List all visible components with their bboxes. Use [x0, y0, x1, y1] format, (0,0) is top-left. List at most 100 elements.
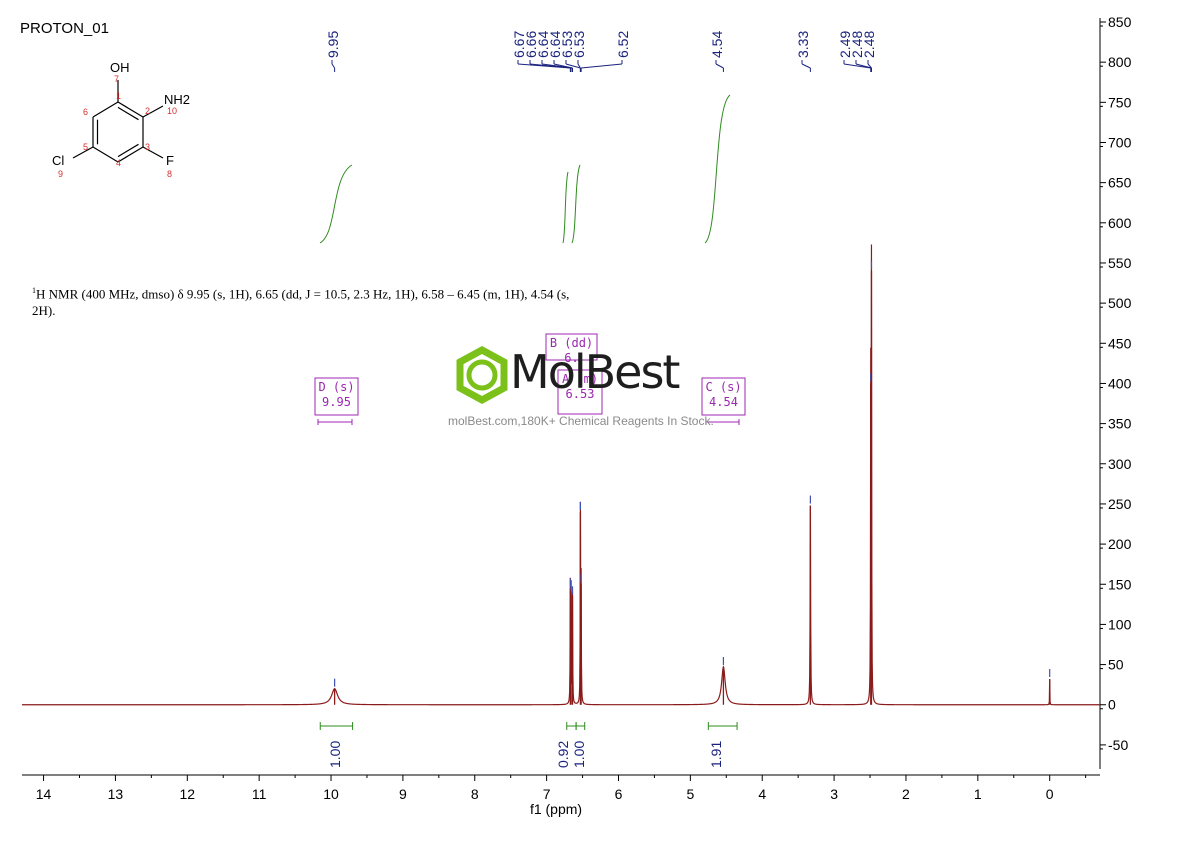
y-tick-label: 450	[1108, 335, 1132, 351]
peak-label: 4.54	[709, 31, 725, 58]
y-tick-label: 850	[1108, 14, 1132, 30]
x-tick-label: 5	[686, 786, 694, 802]
atom-number: 9	[58, 169, 63, 179]
y-tick-label: 700	[1108, 134, 1132, 150]
bond	[117, 146, 144, 163]
double-bond	[117, 143, 139, 158]
atom-number: 7	[114, 74, 119, 84]
bond	[142, 105, 164, 118]
atom-number: 3	[145, 142, 150, 152]
bond	[72, 146, 94, 159]
multiplet-value: 6.	[564, 351, 578, 365]
integral-curve	[562, 171, 569, 244]
watermark-brand: MolBest	[510, 345, 680, 399]
multiplet-box	[545, 333, 598, 361]
peak-label: 6.53	[559, 31, 575, 58]
peak-label-connector	[565, 63, 581, 69]
x-tick-label: 8	[471, 786, 479, 802]
x-tick-label: 9	[399, 786, 407, 802]
peak-label: 6.52	[615, 31, 631, 58]
x-tick-label: 7	[543, 786, 551, 802]
multiplet-value: 4.54	[709, 395, 738, 409]
peak-label: 3.33	[795, 31, 811, 58]
peak-label-connector	[331, 63, 336, 69]
spectrum-line	[22, 244, 1100, 706]
y-tick-label: 350	[1108, 416, 1132, 432]
peak-label-connector	[553, 63, 573, 69]
peak-label-connector	[581, 63, 623, 69]
x-tick-label: 10	[323, 786, 339, 802]
peak-label: 2.48	[849, 31, 865, 58]
atom-number: 1	[116, 91, 121, 101]
y-tick-label: 750	[1108, 94, 1132, 110]
atom-number: 4	[116, 158, 121, 168]
y-tick-label: 600	[1108, 215, 1132, 231]
integral-curve	[319, 164, 353, 244]
description-superscript: 1	[32, 286, 36, 295]
y-tick-label: 150	[1108, 576, 1132, 592]
multiplet-value: 6.53	[566, 387, 595, 401]
multiplet-boxes: D (s)9.95 B (dd)6. A (m)6.53 C (s)4.54	[314, 333, 746, 425]
double-bond	[117, 106, 139, 121]
watermark-tagline: molBest.com,180K+ Chemical Reagents In S…	[448, 414, 714, 428]
integral-value: 1.91	[708, 741, 724, 768]
multiplet-value: 9.95	[322, 395, 351, 409]
atom-label: NH2	[164, 92, 190, 107]
y-tick-label: 300	[1108, 456, 1132, 472]
atom-label: F	[166, 153, 174, 168]
x-tick-label: 14	[36, 786, 52, 802]
atom-number: 2	[145, 106, 150, 116]
peak-label: 6.64	[547, 31, 563, 58]
spectrum-title: PROTON_01	[20, 20, 109, 37]
multiplet-label: C (s)	[705, 380, 741, 394]
atom-number: 8	[167, 169, 172, 179]
integral-brackets: 1.00 0.92 1.00 1.91	[319, 722, 738, 768]
spectrum-layer	[22, 244, 1100, 706]
nmr-description: 1H NMR (400 MHz, dmso) δ 9.95 (s, 1H), 6…	[32, 282, 612, 319]
x-tick-label: 0	[1046, 786, 1054, 802]
description-line-2: 2H).	[32, 303, 56, 319]
y-tick-label: 550	[1108, 255, 1132, 271]
atom-label: OH	[110, 60, 130, 75]
peak-label: 9.95	[325, 31, 341, 58]
description-line-1: H NMR (400 MHz, dmso) δ 9.95 (s, 1H), 6.…	[36, 286, 570, 302]
bond	[117, 101, 144, 118]
x-tick-label: 12	[180, 786, 196, 802]
x-tick-label: 2	[902, 786, 910, 802]
peak-label: 2.48	[861, 31, 877, 58]
peak-label-connector	[843, 63, 871, 69]
y-tick-label: 400	[1108, 375, 1132, 391]
molecule-structure: OH NH2 Cl F 1 2 3 4 5 6 7 8 9 10	[52, 60, 190, 179]
x-axis-title: f1 (ppm)	[530, 801, 582, 817]
multiplet-label: B (dd)	[550, 336, 593, 350]
integral-value: 1.00	[327, 741, 343, 768]
multiplet-box	[314, 377, 359, 416]
multiplet-box	[701, 377, 746, 416]
atom-number: 5	[83, 142, 88, 152]
peak-label-connector	[577, 63, 581, 69]
peak-label-connector	[867, 63, 872, 69]
atom-number: 6	[83, 107, 88, 117]
integral-value: 1.00	[571, 741, 587, 768]
integral-value: 0.92	[555, 741, 571, 768]
multiplet-label: A (m)	[562, 372, 598, 386]
bond	[92, 146, 119, 163]
y-tick-label: 0	[1108, 697, 1116, 713]
atom-label: Cl	[52, 153, 64, 168]
peak-label: 6.53	[571, 31, 587, 58]
y-tick-label: 250	[1108, 496, 1132, 512]
y-tick-label: 50	[1108, 657, 1124, 673]
y-tick-label: 800	[1108, 54, 1132, 70]
axes: 14 13 12 11 10 9 8 7 6 5 4 3 2 1 0f1 (ppm)-50050100150…	[22, 14, 1132, 817]
y-tick-label: -50	[1108, 737, 1128, 753]
peak-label-connector	[801, 63, 811, 69]
peak-label-connector	[855, 63, 872, 69]
x-tick-label: 1	[974, 786, 982, 802]
peak-label: 6.64	[535, 31, 551, 58]
y-tick-label: 100	[1108, 616, 1132, 632]
bond	[142, 146, 164, 159]
peak-label: 6.67	[511, 31, 527, 58]
multiplet-box	[557, 369, 603, 415]
multiplet-label: D (s)	[318, 380, 354, 394]
